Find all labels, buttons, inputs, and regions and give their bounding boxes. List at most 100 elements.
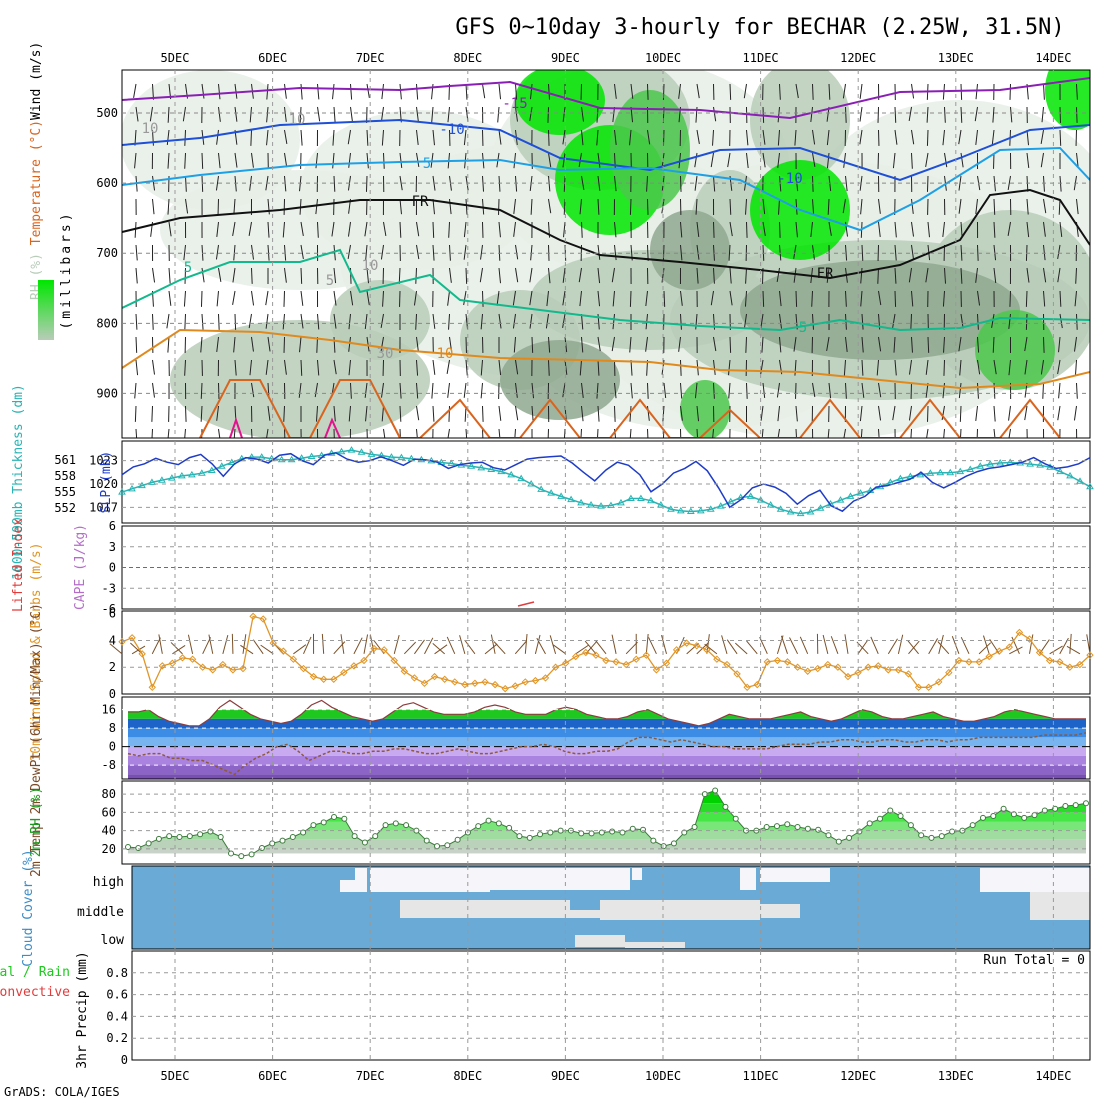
rh-marker	[589, 831, 594, 836]
wind-barb	[813, 176, 814, 192]
wind-barb	[747, 222, 748, 238]
contour-label: FR	[817, 266, 834, 282]
wind10-tick-label: 2	[109, 660, 116, 674]
wind-barb	[630, 291, 631, 307]
bottom-date-label: 5DEC	[161, 1069, 190, 1083]
wind-barb	[911, 314, 912, 330]
rh-marker	[898, 814, 903, 819]
rh-marker	[991, 814, 996, 819]
top-date-label: 9DEC	[551, 51, 580, 65]
rh-marker	[362, 840, 367, 845]
rh-marker	[208, 829, 213, 834]
rh-marker	[805, 826, 810, 831]
rh-marker	[146, 841, 151, 846]
rh-marker	[445, 843, 450, 848]
rh-marker	[713, 788, 718, 793]
top-date-label: 12DEC	[840, 51, 876, 65]
rh-marker	[980, 815, 985, 820]
rh-marker	[919, 833, 924, 838]
contour-label: 5	[184, 260, 192, 276]
rh-marker	[218, 835, 223, 840]
bottom-date-label: 12DEC	[840, 1069, 876, 1083]
li-ylabel: Lifted Index	[11, 518, 26, 612]
pressure-tick-label: 500	[96, 106, 118, 120]
cloud-block	[355, 868, 367, 892]
wind-barb	[301, 268, 302, 284]
wind-barb	[549, 130, 550, 146]
rh-marker	[538, 832, 543, 837]
ylabel-temp: Temperature (°C)	[29, 120, 44, 245]
wind-barb	[730, 84, 731, 100]
rh-marker	[857, 829, 862, 834]
rh-marker	[671, 841, 676, 846]
wind-barb	[648, 199, 649, 215]
rh-marker	[311, 823, 316, 828]
rh-marker	[661, 844, 666, 849]
rh-shade	[515, 65, 605, 135]
wind-barb	[1026, 291, 1027, 307]
wind-barb	[747, 383, 748, 399]
rh-ylabel: 2m RH (%)	[29, 787, 44, 857]
contour-label: -10	[777, 171, 802, 187]
rh-marker	[692, 824, 697, 829]
wind-barb	[928, 337, 929, 353]
cloud-block	[980, 868, 1090, 892]
contour-label: 10	[362, 258, 379, 274]
wind-barb	[186, 406, 187, 422]
temp-band	[128, 737, 1086, 746]
rh-marker	[136, 845, 141, 850]
rh-marker	[929, 835, 934, 840]
rh-marker	[383, 823, 388, 828]
thickness-tick-label: 555	[54, 485, 76, 499]
bottom-date-label: 11DEC	[743, 1069, 779, 1083]
rh-marker	[774, 824, 779, 829]
cloud-block	[370, 868, 490, 892]
cloud-layer-label: high	[93, 875, 124, 890]
wind-barb	[136, 337, 137, 353]
wind-barb	[944, 360, 945, 376]
cloud-layer-label: middle	[77, 905, 124, 920]
wind-barb	[663, 84, 664, 100]
bottom-date-label: 10DEC	[645, 1069, 681, 1083]
contour-label: 10	[289, 112, 306, 128]
cloud-block	[400, 900, 570, 918]
rh-shade	[680, 380, 730, 440]
rh-marker	[393, 821, 398, 826]
rh-band	[128, 849, 1086, 854]
contour-label: 10	[437, 346, 454, 362]
rh-tick-label: 80	[102, 787, 116, 801]
thickness-tick-label: 558	[54, 469, 76, 483]
wind-barb	[1026, 314, 1027, 330]
wind-barb	[252, 268, 253, 284]
rh-colorbar	[38, 280, 54, 340]
wind-barb	[483, 291, 484, 307]
rh-marker	[321, 820, 326, 825]
wind-barb	[796, 291, 797, 307]
rh-marker	[764, 824, 769, 829]
pressure-tick-label: 700	[96, 246, 118, 260]
rh-marker	[579, 831, 584, 836]
bottom-date-label: 8DEC	[453, 1069, 482, 1083]
wind-barb	[1077, 107, 1078, 123]
rh-marker	[424, 838, 429, 843]
temp-tick-label: 8	[109, 721, 116, 735]
rh-marker	[877, 816, 882, 821]
wind-barb	[813, 84, 814, 100]
top-date-label: 7DEC	[356, 51, 385, 65]
top-date-label: 10DEC	[645, 51, 681, 65]
cloud-block	[600, 900, 760, 920]
slp-ylabel: SLP (mb)	[99, 451, 114, 514]
wind-barb	[681, 360, 682, 376]
upper-air-units-label: (millibars)	[59, 210, 74, 329]
wind-barb	[251, 130, 252, 146]
wind-barb	[763, 291, 764, 307]
top-date-label: 6DEC	[258, 51, 287, 65]
cloud-block	[760, 868, 830, 882]
rh-marker	[249, 852, 254, 857]
chart-title: GFS 0~10day 3-hourly for BECHAR (2.25W, …	[455, 15, 1064, 40]
temp-tick-label: 0	[109, 740, 116, 754]
pressure-tick-label: 900	[96, 386, 118, 400]
